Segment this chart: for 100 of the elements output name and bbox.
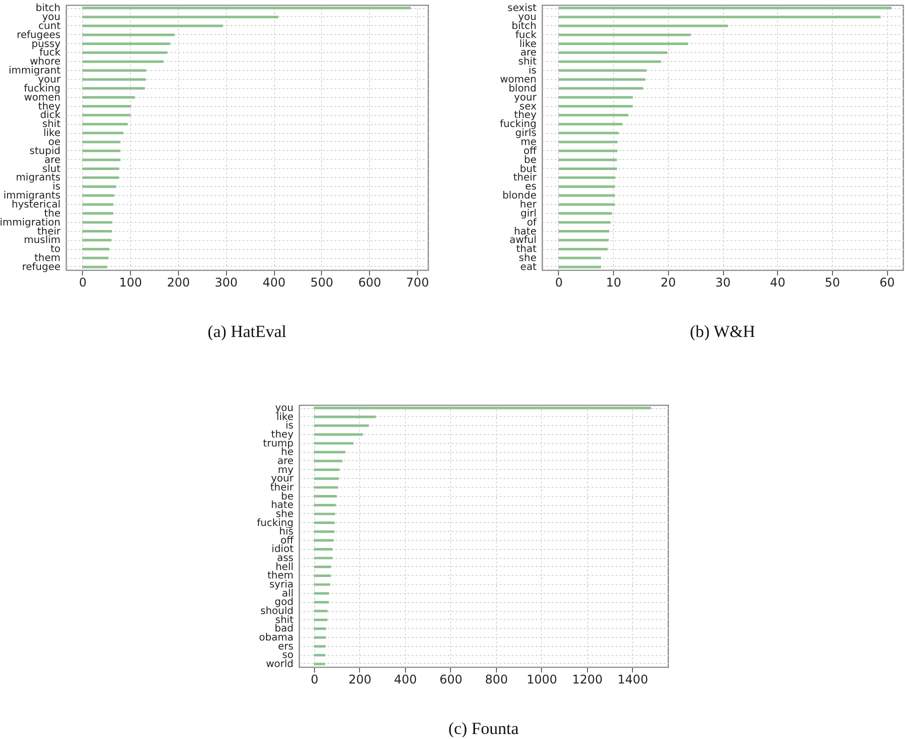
y-tick-label: fucking bbox=[24, 83, 60, 94]
x-tick-label: 0 bbox=[555, 276, 563, 290]
x-tick-label: 1200 bbox=[572, 672, 603, 686]
y-tick-label: immigrant bbox=[8, 66, 61, 77]
y-tick-label: to bbox=[50, 244, 60, 256]
bar bbox=[82, 238, 112, 242]
bar bbox=[314, 486, 338, 489]
bar bbox=[314, 548, 333, 550]
y-tick-label: shit bbox=[518, 56, 537, 68]
bar bbox=[558, 176, 616, 179]
y-tick-label: all bbox=[282, 588, 294, 600]
y-tick-label: god bbox=[274, 597, 294, 608]
y-tick-label: fucking bbox=[256, 518, 294, 529]
x-tick-label: 1000 bbox=[526, 672, 558, 686]
y-tick-label: are bbox=[277, 456, 294, 467]
bar bbox=[82, 168, 120, 170]
bar bbox=[558, 230, 610, 232]
bar bbox=[558, 24, 728, 28]
bar bbox=[314, 574, 331, 577]
x-tick-label: 800 bbox=[484, 672, 508, 686]
y-tick-label: you bbox=[518, 12, 536, 23]
bar bbox=[558, 221, 610, 224]
bar bbox=[82, 42, 170, 45]
bar bbox=[82, 132, 124, 134]
y-tick-label: the bbox=[44, 208, 60, 220]
bar bbox=[82, 176, 120, 179]
y-tick-label: syria bbox=[269, 580, 294, 591]
bar bbox=[82, 6, 411, 10]
y-tick-label: that bbox=[516, 244, 537, 256]
bar bbox=[314, 566, 332, 568]
bar bbox=[558, 256, 602, 260]
bar bbox=[558, 6, 892, 10]
bar bbox=[558, 194, 615, 197]
bar bbox=[558, 60, 662, 63]
y-tick-label: she bbox=[276, 508, 294, 520]
bar bbox=[82, 114, 131, 116]
bar bbox=[82, 24, 223, 28]
bar bbox=[314, 504, 336, 506]
bar bbox=[82, 87, 145, 90]
x-tick-label: 40 bbox=[770, 276, 786, 290]
y-tick-label: fucking bbox=[500, 119, 536, 130]
y-tick-label: sexist bbox=[507, 3, 537, 14]
bar bbox=[558, 185, 615, 188]
y-tick-label: girls bbox=[515, 128, 536, 140]
bar bbox=[82, 266, 108, 268]
x-tick-label: 0 bbox=[310, 672, 318, 686]
bar bbox=[558, 158, 617, 162]
bar bbox=[314, 512, 336, 516]
y-tick-label: obama bbox=[259, 632, 294, 644]
bar bbox=[314, 610, 328, 612]
bar bbox=[558, 114, 628, 116]
x-tick-label: 600 bbox=[358, 276, 382, 290]
bar bbox=[82, 34, 175, 36]
y-tick-label: their bbox=[513, 172, 538, 184]
y-tick-label: immigrants bbox=[3, 190, 60, 202]
y-tick-label: world bbox=[266, 659, 294, 670]
y-tick-label: you bbox=[42, 12, 60, 23]
y-tick-label: sex bbox=[519, 101, 537, 112]
y-tick-label: she bbox=[518, 253, 536, 264]
y-tick-label: he bbox=[281, 447, 294, 458]
y-tick-label: be bbox=[524, 154, 536, 166]
y-tick-label: pussy bbox=[31, 38, 61, 50]
bar bbox=[558, 238, 609, 242]
bar bbox=[314, 583, 330, 586]
bar bbox=[314, 530, 334, 533]
y-tick-label: is bbox=[286, 420, 294, 432]
bar bbox=[558, 122, 622, 126]
bar bbox=[82, 194, 114, 197]
bar bbox=[558, 150, 618, 152]
bar bbox=[314, 424, 369, 427]
bar bbox=[314, 636, 326, 639]
bar bbox=[558, 105, 633, 108]
y-tick-label: migrants bbox=[16, 172, 60, 184]
x-tick-label: 200 bbox=[166, 276, 190, 290]
y-tick-label: bitch bbox=[36, 3, 60, 14]
bar bbox=[82, 60, 164, 63]
bar bbox=[558, 16, 881, 18]
bar bbox=[314, 460, 342, 462]
y-tick-label: but bbox=[520, 164, 537, 175]
bar bbox=[82, 185, 116, 188]
y-tick-label: hysterical bbox=[12, 199, 60, 210]
bar bbox=[558, 42, 688, 45]
bar bbox=[314, 645, 326, 648]
bar bbox=[558, 203, 615, 206]
bar bbox=[314, 618, 328, 622]
x-tick-label: 20 bbox=[660, 276, 676, 290]
x-tick-label: 700 bbox=[406, 276, 429, 290]
y-tick-label: is bbox=[52, 182, 60, 193]
y-tick-label: are bbox=[44, 154, 60, 166]
x-tick-label: 50 bbox=[824, 276, 840, 290]
y-tick-label: they bbox=[38, 101, 61, 112]
y-tick-label: idiot bbox=[272, 544, 294, 556]
bar bbox=[558, 78, 646, 81]
x-tick-label: 60 bbox=[879, 276, 895, 290]
bar bbox=[314, 442, 354, 445]
bar bbox=[82, 69, 146, 72]
bar bbox=[82, 221, 112, 224]
bar bbox=[82, 122, 128, 126]
bar bbox=[558, 34, 691, 36]
y-tick-label: be bbox=[281, 491, 294, 502]
